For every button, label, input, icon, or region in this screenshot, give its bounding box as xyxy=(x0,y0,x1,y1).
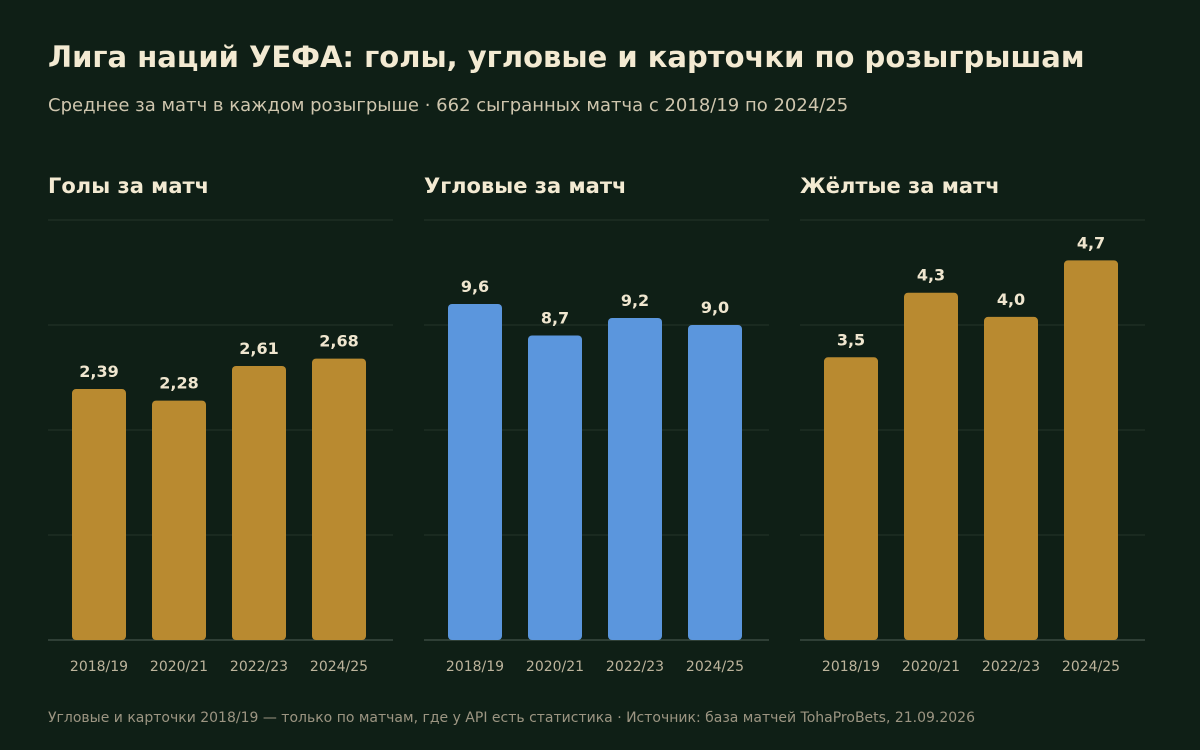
x-tick-label: 2018/19 xyxy=(70,659,128,675)
x-tick-label: 2018/19 xyxy=(446,659,504,675)
corners-chart-title: Угловые за матч xyxy=(424,174,627,198)
x-tick-label: 2022/23 xyxy=(606,659,664,675)
data-label: 2,61 xyxy=(239,339,278,358)
bar-2022-23 xyxy=(232,365,286,640)
bar-2020-21 xyxy=(904,292,958,640)
x-tick-label: 2022/23 xyxy=(982,659,1040,675)
x-tick-label: 2020/21 xyxy=(902,659,960,675)
x-tick-label: 2024/25 xyxy=(1062,659,1120,675)
data-label: 4,7 xyxy=(1077,233,1105,252)
data-label: 4,3 xyxy=(917,266,945,285)
bar-2024-25 xyxy=(312,358,366,640)
bar-2022-23 xyxy=(608,318,662,640)
goals-chart-panel: Голы за матч 2,39 2018/19 2,28 2020/21 2,61 2… xyxy=(48,170,393,690)
bar-2018-19 xyxy=(72,389,126,640)
data-label: 2,28 xyxy=(159,374,198,393)
goals-chart: 2,39 2018/19 2,28 2020/21 2,61 2022/23 2,68 202… xyxy=(48,219,393,675)
page-title: Лига наций УЕФА: голы, угловые и карточк… xyxy=(48,40,1085,74)
bar-2018-19 xyxy=(448,304,502,640)
corners-chart-panel: Угловые за матч 9,6 2018/19 8,7 2020/21 9,2 2… xyxy=(424,170,769,690)
x-tick-label: 2024/25 xyxy=(310,659,368,675)
data-label: 2,68 xyxy=(319,332,358,351)
bar-2018-19 xyxy=(824,357,878,640)
corners-chart: 9,6 2018/19 8,7 2020/21 9,2 2022/23 9,0 2024/25 xyxy=(424,219,769,675)
bar-2020-21 xyxy=(528,335,582,640)
goals-chart-title: Голы за матч xyxy=(48,174,210,198)
x-tick-label: 2020/21 xyxy=(150,659,208,675)
yellow-cards-chart-panel: Жёлтые за матч 3,5 2018/19 4,3 2020/21 4,0 20… xyxy=(800,170,1145,690)
bar-2022-23 xyxy=(984,316,1038,640)
data-label: 9,0 xyxy=(701,298,729,317)
bar-2024-25 xyxy=(1064,260,1118,640)
data-label: 8,7 xyxy=(541,309,569,328)
data-label: 4,0 xyxy=(997,290,1025,309)
data-label: 9,2 xyxy=(621,291,649,310)
data-label: 2,39 xyxy=(79,362,118,381)
x-tick-label: 2022/23 xyxy=(230,659,288,675)
x-tick-label: 2020/21 xyxy=(526,659,584,675)
data-label: 9,6 xyxy=(461,277,489,296)
data-label: 3,5 xyxy=(837,330,865,349)
yellow-cards-chart: 3,5 2018/19 4,3 2020/21 4,0 2022/23 4,7 2024/25 xyxy=(800,219,1145,675)
footnote: Угловые и карточки 2018/19 — только по м… xyxy=(48,710,976,726)
page-subtitle: Среднее за матч в каждом розыгрыше · 662… xyxy=(48,95,849,116)
yellow-cards-chart-title: Жёлтые за матч xyxy=(800,174,1000,198)
x-tick-label: 2018/19 xyxy=(822,659,880,675)
bar-2020-21 xyxy=(152,400,206,640)
bar-2024-25 xyxy=(688,325,742,640)
x-tick-label: 2024/25 xyxy=(686,659,744,675)
